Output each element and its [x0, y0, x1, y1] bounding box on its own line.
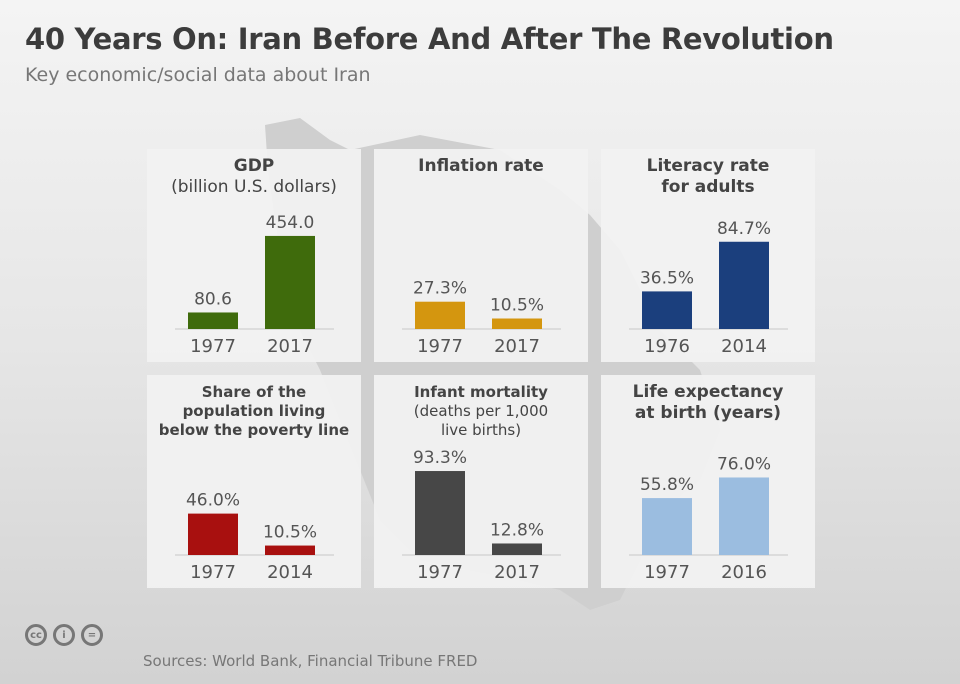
- x-tick-label: 2016: [721, 562, 767, 583]
- data-label: 454.0: [266, 213, 315, 233]
- x-tick-label: 1977: [190, 562, 236, 583]
- bar: [415, 471, 465, 555]
- data-label: 93.3%: [413, 448, 467, 468]
- bar: [492, 318, 542, 329]
- data-label: 10.5%: [263, 523, 317, 543]
- source-note: Sources: World Bank, Financial Tribune F…: [143, 652, 478, 670]
- data-label: 76.0%: [717, 454, 771, 474]
- chart-subtitle: at birth (years): [635, 403, 781, 423]
- x-tick-label: 1977: [644, 562, 690, 583]
- bar: [265, 545, 315, 555]
- chart-subtitle: population living: [183, 402, 326, 420]
- chart-panel: GDP(billion U.S. dollars) 80.6 1977 454.0 20…: [147, 149, 361, 362]
- x-tick-label: 2017: [494, 562, 540, 583]
- panel-background: [147, 149, 361, 362]
- x-tick-label: 1976: [644, 336, 690, 357]
- bar: [642, 291, 692, 329]
- data-label: 10.5%: [490, 296, 544, 316]
- chart-subtitle: (deaths per 1,000: [414, 402, 548, 420]
- x-tick-label: 2014: [267, 562, 313, 583]
- data-label: 46.0%: [186, 491, 240, 511]
- chart-subtitle: below the poverty line: [159, 421, 349, 439]
- cc-icon: cc: [25, 624, 47, 646]
- panel-background: [374, 149, 588, 362]
- chart-title: Life expectancy: [633, 382, 784, 402]
- chart-subtitle: live births): [441, 421, 521, 439]
- panel-background: [601, 375, 815, 588]
- data-label: 55.8%: [640, 475, 694, 495]
- bar: [188, 513, 238, 555]
- bar: [719, 241, 769, 329]
- bar: [492, 543, 542, 555]
- no-derivatives-icon: =: [81, 624, 103, 646]
- x-tick-label: 2017: [267, 336, 313, 357]
- chart-panel: Inflation rate 27.3% 1977 10.5% 2017: [374, 149, 588, 362]
- bar: [188, 312, 238, 329]
- page-subtitle: Key economic/social data about Iran: [25, 64, 371, 86]
- chart-title: Literacy rate: [647, 156, 770, 176]
- data-label: 12.8%: [490, 520, 544, 540]
- attribution-icon: i: [53, 624, 75, 646]
- page-title: 40 Years On: Iran Before And After The R…: [25, 22, 834, 56]
- data-label: 27.3%: [413, 279, 467, 299]
- x-tick-label: 1977: [417, 336, 463, 357]
- panel-background: [147, 375, 361, 588]
- data-label: 84.7%: [717, 219, 771, 239]
- panel-background: [374, 375, 588, 588]
- bar: [265, 235, 315, 329]
- data-label: 80.6: [194, 289, 232, 309]
- x-tick-label: 2014: [721, 336, 767, 357]
- bar: [415, 301, 465, 329]
- chart-title: Inflation rate: [418, 156, 544, 176]
- panel-background: [601, 149, 815, 362]
- license-icons: cc i =: [25, 624, 103, 646]
- chart-title: GDP: [234, 156, 275, 176]
- chart-subtitle: (billion U.S. dollars): [171, 177, 337, 197]
- chart-subtitle: for adults: [661, 177, 754, 197]
- chart-title: Infant mortality: [414, 383, 548, 401]
- x-tick-label: 2017: [494, 336, 540, 357]
- bar: [642, 498, 692, 555]
- data-label: 36.5%: [640, 268, 694, 288]
- x-tick-label: 1977: [190, 336, 236, 357]
- chart-title: Share of the: [202, 383, 306, 401]
- x-tick-label: 1977: [417, 562, 463, 583]
- bar: [719, 477, 769, 555]
